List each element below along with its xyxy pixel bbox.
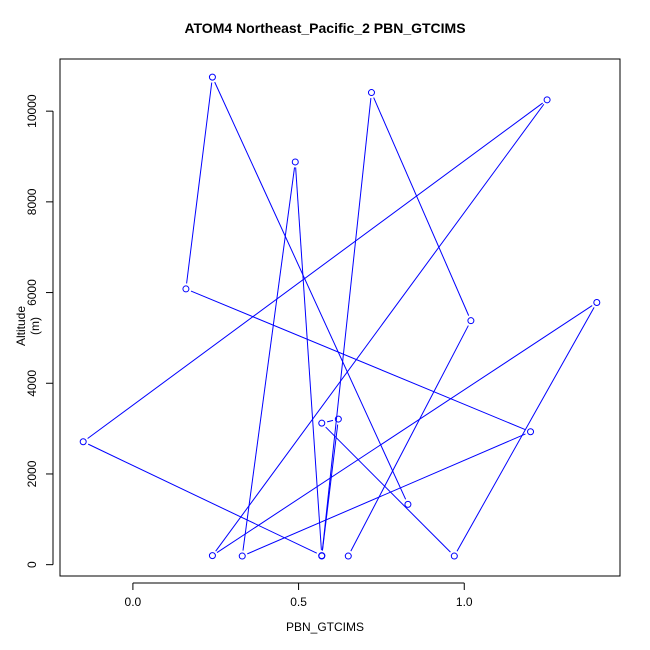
data-point	[291, 158, 299, 166]
series-line-segment	[295, 167, 322, 551]
data-point	[344, 552, 352, 560]
series-line-segment	[87, 102, 543, 439]
x-axis-label: PBN_GTCIMS	[285, 620, 364, 634]
series-line-segment	[326, 419, 334, 423]
data-point	[182, 285, 190, 293]
data-point	[318, 552, 326, 560]
data-point	[527, 428, 535, 436]
data-point	[367, 89, 375, 97]
data-point	[208, 552, 216, 560]
series-line-segment	[350, 325, 469, 552]
x-tick-label: 1.0	[456, 595, 473, 609]
y-tick-label: 10000	[25, 94, 39, 128]
series-line-segment	[216, 305, 593, 553]
series-layer	[79, 73, 601, 560]
x-tick-label: 0.0	[125, 595, 142, 609]
series-line-segment	[214, 81, 407, 500]
data-point	[318, 419, 326, 427]
plot-frame	[59, 58, 621, 577]
chart-title: ATOM4 Northeast_Pacific_2 PBN_GTCIMS	[184, 20, 466, 36]
x-axis: 0.0 0.5 1.0	[125, 582, 473, 609]
series-line-segment	[325, 426, 451, 553]
series-line-segment	[321, 97, 372, 551]
series-line-segment	[373, 97, 470, 316]
series-line-segment	[215, 103, 545, 552]
data-point	[404, 500, 412, 508]
data-point	[593, 299, 601, 307]
y-tick-label: 8000	[25, 188, 39, 215]
y-tick-label: 0	[25, 561, 39, 568]
series-line-segment	[247, 433, 526, 555]
y-axis: 0 2000 4000 6000 8000 10000	[25, 94, 54, 568]
series-line-segment	[186, 82, 213, 284]
data-point	[334, 415, 342, 423]
x-tick-label: 0.5	[290, 595, 307, 609]
series-line-segment	[190, 290, 526, 431]
y-tick-label: 4000	[25, 370, 39, 397]
data-point	[79, 438, 87, 446]
data-point	[208, 73, 216, 81]
data-point	[467, 317, 475, 325]
y-tick-label: 6000	[25, 279, 39, 306]
data-point	[450, 552, 458, 560]
data-point	[238, 552, 246, 560]
series-line-segment	[321, 424, 339, 551]
series-line-segment	[87, 443, 318, 554]
y-tick-label: 2000	[25, 460, 39, 487]
series-line-segment	[242, 167, 296, 551]
data-point	[543, 96, 551, 104]
